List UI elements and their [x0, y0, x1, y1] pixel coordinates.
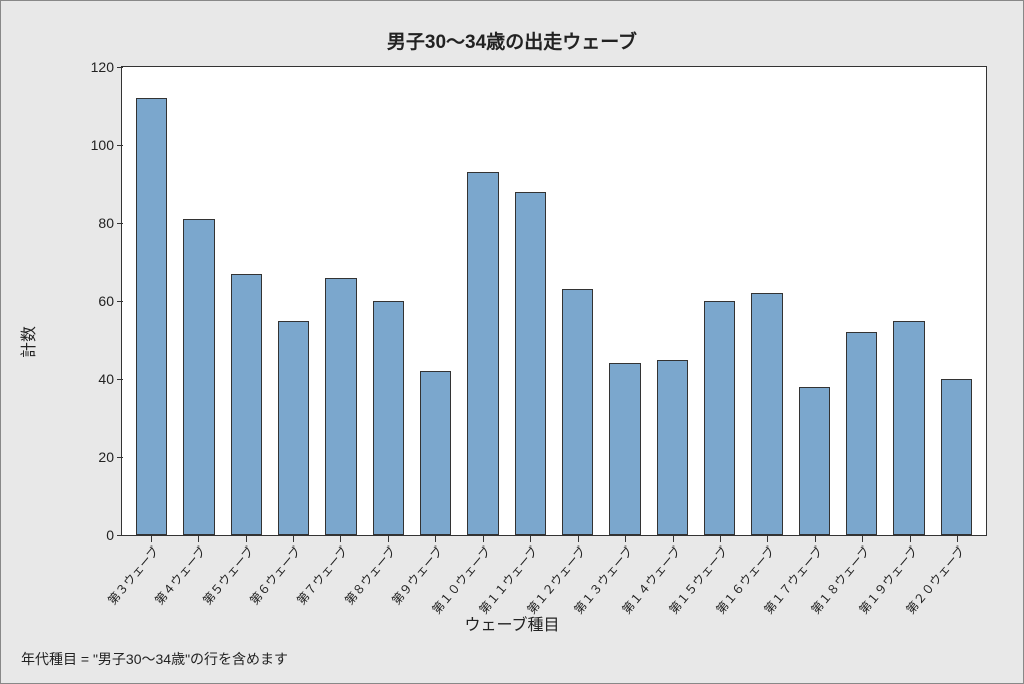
chart-title: 男子30～34歳の出走ウェーブ	[27, 27, 997, 54]
bar	[657, 360, 688, 536]
bar-slot	[175, 67, 222, 535]
chart-container: 男子30～34歳の出走ウェーブ 計数 020406080100120 第３ウェー…	[0, 0, 1024, 684]
bar-slot	[885, 67, 932, 535]
bar-slot	[507, 67, 554, 535]
bar	[231, 274, 262, 535]
plot-area: 020406080100120	[121, 66, 987, 536]
y-tick: 20	[98, 449, 122, 465]
bar-slot	[696, 67, 743, 535]
bar	[846, 332, 877, 535]
bar	[136, 98, 167, 535]
x-tick-mark	[957, 536, 958, 542]
bar	[325, 278, 356, 535]
bar	[183, 219, 214, 535]
x-tick-mark	[198, 536, 199, 542]
bar	[941, 379, 972, 535]
x-tick-mark	[625, 536, 626, 542]
bar-slot	[601, 67, 648, 535]
bar	[893, 321, 924, 536]
bar-slot	[365, 67, 412, 535]
bar	[609, 363, 640, 535]
x-tick-mark	[673, 536, 674, 542]
bar-slot	[743, 67, 790, 535]
x-tick-mark	[530, 536, 531, 542]
bar-slot	[459, 67, 506, 535]
bar	[515, 192, 546, 535]
x-tick-mark	[293, 536, 294, 542]
x-tick-mark	[767, 536, 768, 542]
bar	[562, 289, 593, 535]
y-tick: 40	[98, 371, 122, 387]
x-tick-mark	[151, 536, 152, 542]
bars-group	[122, 67, 986, 535]
bar	[799, 387, 830, 535]
bar	[751, 293, 782, 535]
bar	[467, 172, 498, 535]
y-axis-label: 計数	[27, 342, 59, 366]
x-tick-mark	[340, 536, 341, 542]
plot-area-wrap: 020406080100120 第３ウェーブ第４ウェーブ第５ウェーブ第６ウェーブ…	[81, 66, 987, 536]
x-ticks: 第３ウェーブ第４ウェーブ第５ウェーブ第６ウェーブ第７ウェーブ第８ウェーブ第９ウェ…	[121, 536, 987, 616]
bar	[420, 371, 451, 535]
x-tick-mark	[862, 536, 863, 542]
bar-slot	[649, 67, 696, 535]
y-tick: 60	[98, 293, 122, 309]
bar-slot	[554, 67, 601, 535]
bar-slot	[791, 67, 838, 535]
x-tick-mark	[720, 536, 721, 542]
x-tick-mark	[483, 536, 484, 542]
x-tick-mark	[388, 536, 389, 542]
bar-slot	[223, 67, 270, 535]
bar-slot	[270, 67, 317, 535]
x-tick-mark	[910, 536, 911, 542]
x-tick-mark	[578, 536, 579, 542]
bar-slot	[317, 67, 364, 535]
bar-slot	[412, 67, 459, 535]
y-tick: 80	[98, 215, 122, 231]
y-tick: 0	[106, 527, 122, 543]
y-tick: 100	[91, 137, 122, 153]
bar-slot	[933, 67, 980, 535]
bar	[278, 321, 309, 536]
bar	[704, 301, 735, 535]
x-tick-slot: 第２０ウェーブ	[933, 536, 980, 616]
bar-slot	[838, 67, 885, 535]
x-axis-label: ウェーブ種目	[1, 611, 1023, 635]
x-tick-mark	[246, 536, 247, 542]
y-tick: 120	[91, 59, 122, 75]
x-tick-mark	[435, 536, 436, 542]
x-tick-mark	[815, 536, 816, 542]
bar-slot	[128, 67, 175, 535]
bar	[373, 301, 404, 535]
footer-note: 年代種目 = "男子30～34歳"の行を含めます	[21, 649, 288, 669]
